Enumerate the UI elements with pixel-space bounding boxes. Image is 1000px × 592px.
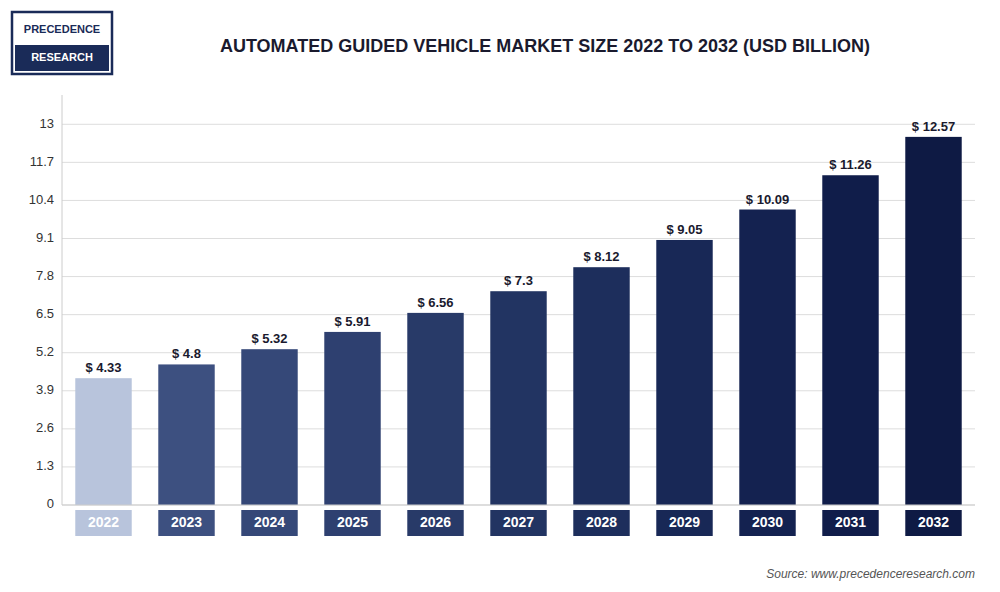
y-tick-label: 5.2 [36, 344, 54, 359]
x-axis-line [62, 505, 975, 506]
y-tick-label: 1.3 [36, 458, 54, 473]
x-tick-label: 2023 [171, 514, 202, 530]
chart-svg: 0 1.3 2.6 3.9 5.2 6.5 7.8 9.1 10.4 11.7 13 $ 4.33 $ … [0, 0, 1000, 592]
data-label: $ 11.26 [829, 157, 872, 172]
data-label: $ 4.8 [172, 346, 201, 361]
logo-text: RESEARCH [31, 51, 93, 63]
x-tick-label: 2032 [918, 514, 949, 530]
category-box [158, 510, 214, 536]
bar [739, 210, 795, 505]
title: AUTOMATED GUIDED VEHICLE MARKET SIZE 202… [220, 36, 870, 56]
x-tick-label: 2028 [586, 514, 617, 530]
category-box [739, 510, 795, 536]
logo-text: PRECEDENCE [24, 23, 100, 35]
data-label: $ 5.32 [251, 331, 287, 346]
y-tick-label: 7.8 [36, 268, 54, 283]
chart-container: 0 1.3 2.6 3.9 5.2 6.5 7.8 9.1 10.4 11.7 13 $ 4.33 $ … [0, 0, 1000, 592]
category-box [905, 510, 961, 536]
grid-line [62, 124, 975, 125]
x-tick-label: 2027 [503, 514, 534, 530]
x-tick-label: 2031 [835, 514, 866, 530]
category-box [656, 510, 712, 536]
category-box [573, 510, 629, 536]
logo-frame [12, 12, 112, 74]
bar [573, 267, 629, 505]
y-tick-label: 9.1 [36, 230, 54, 245]
bar [656, 240, 712, 505]
y-tick-label: 11.7 [30, 154, 54, 169]
x-tick-label: 2030 [752, 514, 783, 530]
category-box [407, 510, 463, 536]
bar [490, 291, 546, 505]
category-box [490, 510, 546, 536]
y-tick-label: 0 [47, 496, 54, 511]
x-tick-label: 2025 [337, 514, 368, 530]
y-tick-label: 6.5 [36, 306, 54, 321]
x-tick-label: 2029 [669, 514, 700, 530]
bar [324, 332, 380, 505]
data-label: $ 4.33 [85, 360, 121, 375]
x-tick-label: 2022 [88, 514, 119, 530]
bar [905, 137, 961, 505]
bars [75, 137, 961, 505]
grid-line [62, 505, 975, 506]
category-box [822, 510, 878, 536]
y-tick-label: 2.6 [36, 420, 54, 435]
data-label: $ 10.09 [746, 192, 789, 207]
data-label: $ 5.91 [334, 314, 370, 329]
x-tick-label: 2024 [254, 514, 285, 530]
bar [241, 349, 297, 505]
data-label: $ 6.56 [417, 295, 453, 310]
x-tick-label: 2026 [420, 514, 451, 530]
background [0, 0, 1000, 592]
logo-band [15, 45, 109, 71]
logo: PRECEDENCE RESEARCH [12, 12, 112, 74]
bar [822, 175, 878, 505]
data-label: $ 7.3 [504, 273, 533, 288]
data-label: $ 12.57 [912, 119, 955, 134]
y-tick-label: 10.4 [29, 192, 54, 207]
category-box [241, 510, 297, 536]
y-tick-label: 3.9 [36, 382, 54, 397]
data-label: $ 9.05 [666, 222, 702, 237]
bar [407, 313, 463, 505]
y-axis-line [62, 95, 63, 505]
grid [62, 124, 975, 505]
source-note: Source: www.precedenceresearch.com [766, 567, 975, 581]
category-box [75, 510, 131, 536]
bar [158, 364, 214, 505]
category-box [324, 510, 380, 536]
bar [75, 378, 131, 505]
y-tick-label: 13 [40, 116, 54, 131]
data-label: $ 8.12 [583, 249, 619, 264]
